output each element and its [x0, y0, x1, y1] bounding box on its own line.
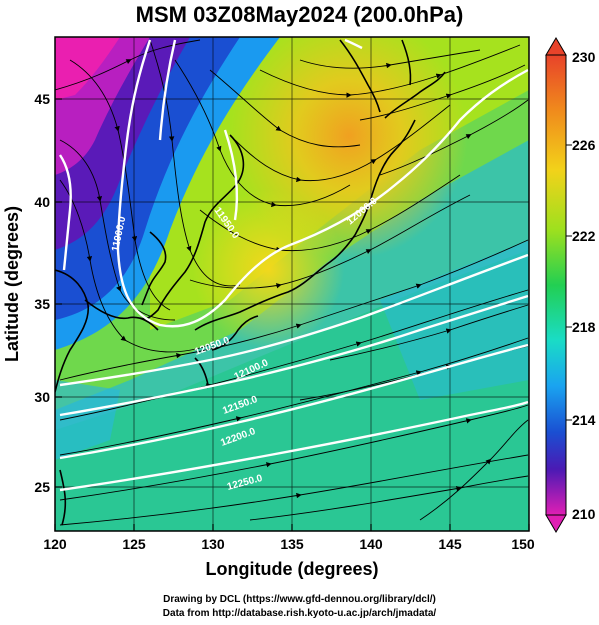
- colorbar-label: 222: [572, 228, 596, 244]
- x-axis-ticks: [54, 524, 530, 531]
- credit-text: Drawing by DCL (https://www.gfd-dennou.o…: [0, 593, 599, 621]
- credit-line-dcl: Drawing by DCL (https://www.gfd-dennou.o…: [163, 594, 436, 605]
- map-title: MSM 03Z08May2024 (200.0hPa): [135, 2, 464, 27]
- x-tick-label: 135: [280, 536, 304, 552]
- x-tick-label: 130: [201, 536, 225, 552]
- colorbar-label: 210: [572, 506, 596, 522]
- x-tick-label: 145: [438, 536, 462, 552]
- y-tick-label: 30: [34, 389, 50, 405]
- x-tick-label: 120: [43, 536, 67, 552]
- colorbar-label: 214: [572, 412, 596, 428]
- y-axis-title: Latitude (degrees): [2, 206, 22, 362]
- colorbar-bottom-arrow: [545, 514, 567, 533]
- y-tick-label: 25: [34, 479, 50, 495]
- y-axis-ticks: [55, 98, 62, 488]
- colorbar-label: 226: [572, 137, 596, 153]
- x-tick-label: 140: [359, 536, 383, 552]
- height-contours: [58, 38, 529, 492]
- x-axis-title: Longitude (degrees): [205, 559, 378, 579]
- x-tick-label: 150: [511, 536, 535, 552]
- x-tick-label: 125: [122, 536, 146, 552]
- colorbar-top-arrow: [545, 37, 567, 56]
- credit-line-data: Data from http://database.rish.kyoto-u.a…: [162, 608, 437, 619]
- y-tick-label: 35: [34, 296, 50, 312]
- colorbar-body: [545, 54, 567, 516]
- colorbar: 230 226 222 218 214 210: [545, 37, 596, 533]
- y-tick-label: 40: [34, 194, 50, 210]
- y-tick-label: 45: [34, 91, 50, 107]
- colorbar-label: 230: [572, 49, 596, 65]
- colorbar-label: 218: [572, 319, 596, 335]
